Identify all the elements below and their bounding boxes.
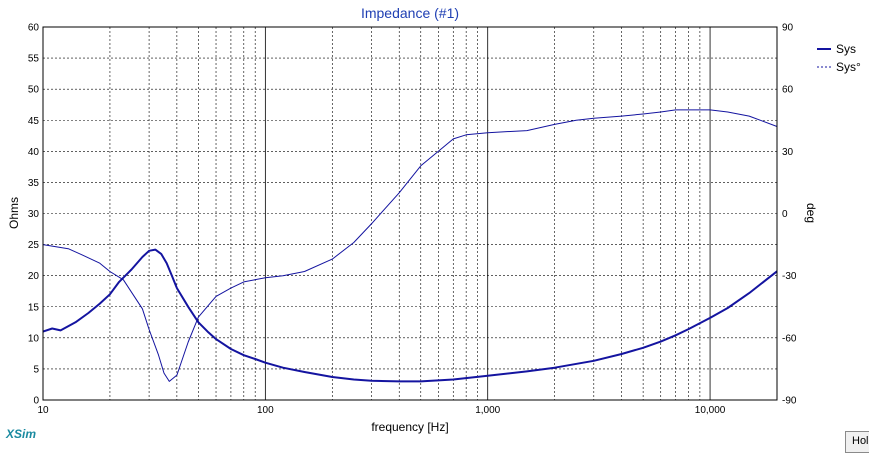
y2-tick-label: 0 [782, 209, 788, 220]
y-tick-label: 45 [28, 116, 40, 127]
y-tick-label: 25 [28, 240, 40, 251]
chart-title: Impedance (#1) [361, 5, 459, 21]
y-tick-label: 35 [28, 178, 40, 189]
series-layer [42, 109, 778, 383]
y-tick-label: 20 [28, 271, 40, 282]
y-tick-label: 55 [28, 54, 40, 65]
y-tick-label: 0 [33, 396, 39, 407]
y2-tick-label: 60 [782, 85, 794, 96]
legend-label-sys: Sys [836, 42, 856, 56]
plot-frame [42, 26, 778, 401]
hold-button[interactable]: Hold [845, 431, 869, 453]
chart-grid [43, 27, 777, 400]
x-tick-label: 10 [37, 405, 49, 416]
y2-tick-label: -30 [782, 271, 797, 282]
series-line-sys-phase [42, 109, 778, 382]
y-tick-label: 15 [28, 302, 40, 313]
x-tick-label: 1,000 [475, 405, 500, 416]
x-tick-label: 10,000 [695, 405, 726, 416]
y-tick-labels: 0 5 10 15 20 25 30 35 40 45 50 55 60 [28, 23, 40, 407]
y-tick-label: 5 [33, 364, 39, 375]
y2-tick-label: 90 [782, 23, 794, 34]
y-tick-label: 50 [28, 85, 40, 96]
x-axis-label: frequency [Hz] [371, 420, 448, 434]
y-tick-label: 60 [28, 23, 40, 34]
y2-tick-label: -60 [782, 333, 797, 344]
y-axis-label: Ohms [7, 197, 21, 229]
x-tick-label: 100 [257, 405, 274, 416]
legend: Sys Sys° [817, 42, 861, 74]
y-tick-label: 10 [28, 333, 40, 344]
y2-axis-label: deg [804, 203, 818, 223]
y-tick-label: 40 [28, 147, 40, 158]
series-line-sys [42, 248, 778, 383]
y2-tick-label: 30 [782, 147, 794, 158]
app-brand: XSim [5, 427, 36, 441]
y2-tick-labels: -90 -60 -30 0 30 60 90 [782, 23, 797, 407]
x-tick-labels: 10 100 1,000 10,000 [37, 405, 725, 416]
y2-tick-label: -90 [782, 396, 797, 407]
y-tick-label: 30 [28, 209, 40, 220]
legend-label-sys-phase: Sys° [836, 60, 861, 74]
